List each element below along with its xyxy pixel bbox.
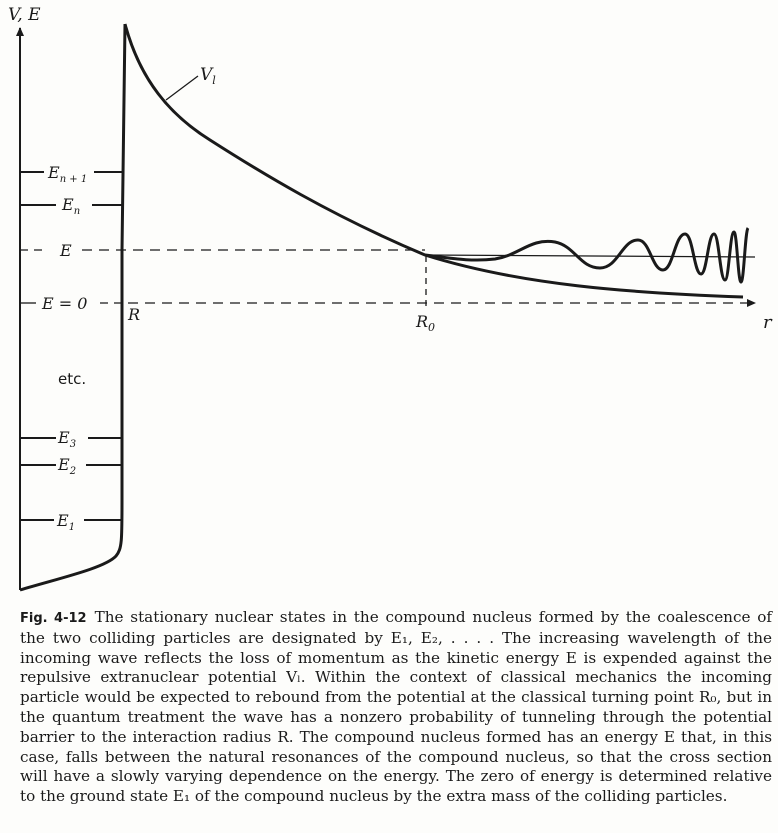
- etc-label: etc.: [58, 370, 86, 388]
- svg-text:En: En: [61, 195, 80, 217]
- potential-label-pointer: [165, 75, 199, 101]
- figure-caption: Fig. 4-12 The stationary nuclear states i…: [20, 608, 772, 807]
- svg-text:En + 1: En + 1: [47, 163, 87, 185]
- energy-line-solid: [424, 254, 756, 258]
- level-e2: E2: [20, 455, 122, 477]
- nuclear-well: [19, 23, 127, 592]
- potential-label: Vl: [200, 65, 216, 87]
- turning-point-label: R0: [415, 312, 435, 334]
- level-ezero-label: E = 0: [41, 294, 87, 313]
- svg-text:E2: E2: [57, 455, 76, 477]
- potential-curve: [123, 23, 744, 299]
- level-e3: E3: [20, 428, 122, 450]
- potential-diagram: V, E r Vl R R0 En + 1 En E E = 0 etc. E3: [8, 5, 773, 592]
- level-e-label: E: [59, 241, 72, 260]
- y-axis-label: V, E: [8, 5, 41, 25]
- caption-text: The stationary nuclear states in the com…: [20, 608, 772, 806]
- svg-text:E3: E3: [57, 428, 76, 450]
- figure-number: Fig. 4-12: [20, 611, 87, 626]
- level-en: En: [20, 195, 122, 217]
- incoming-wave: [424, 227, 750, 284]
- level-e1: E1: [20, 511, 122, 533]
- level-en1: En + 1: [20, 163, 122, 185]
- svg-text:E1: E1: [56, 511, 75, 533]
- radius-label: R: [127, 305, 140, 324]
- x-axis-label: r: [763, 312, 773, 333]
